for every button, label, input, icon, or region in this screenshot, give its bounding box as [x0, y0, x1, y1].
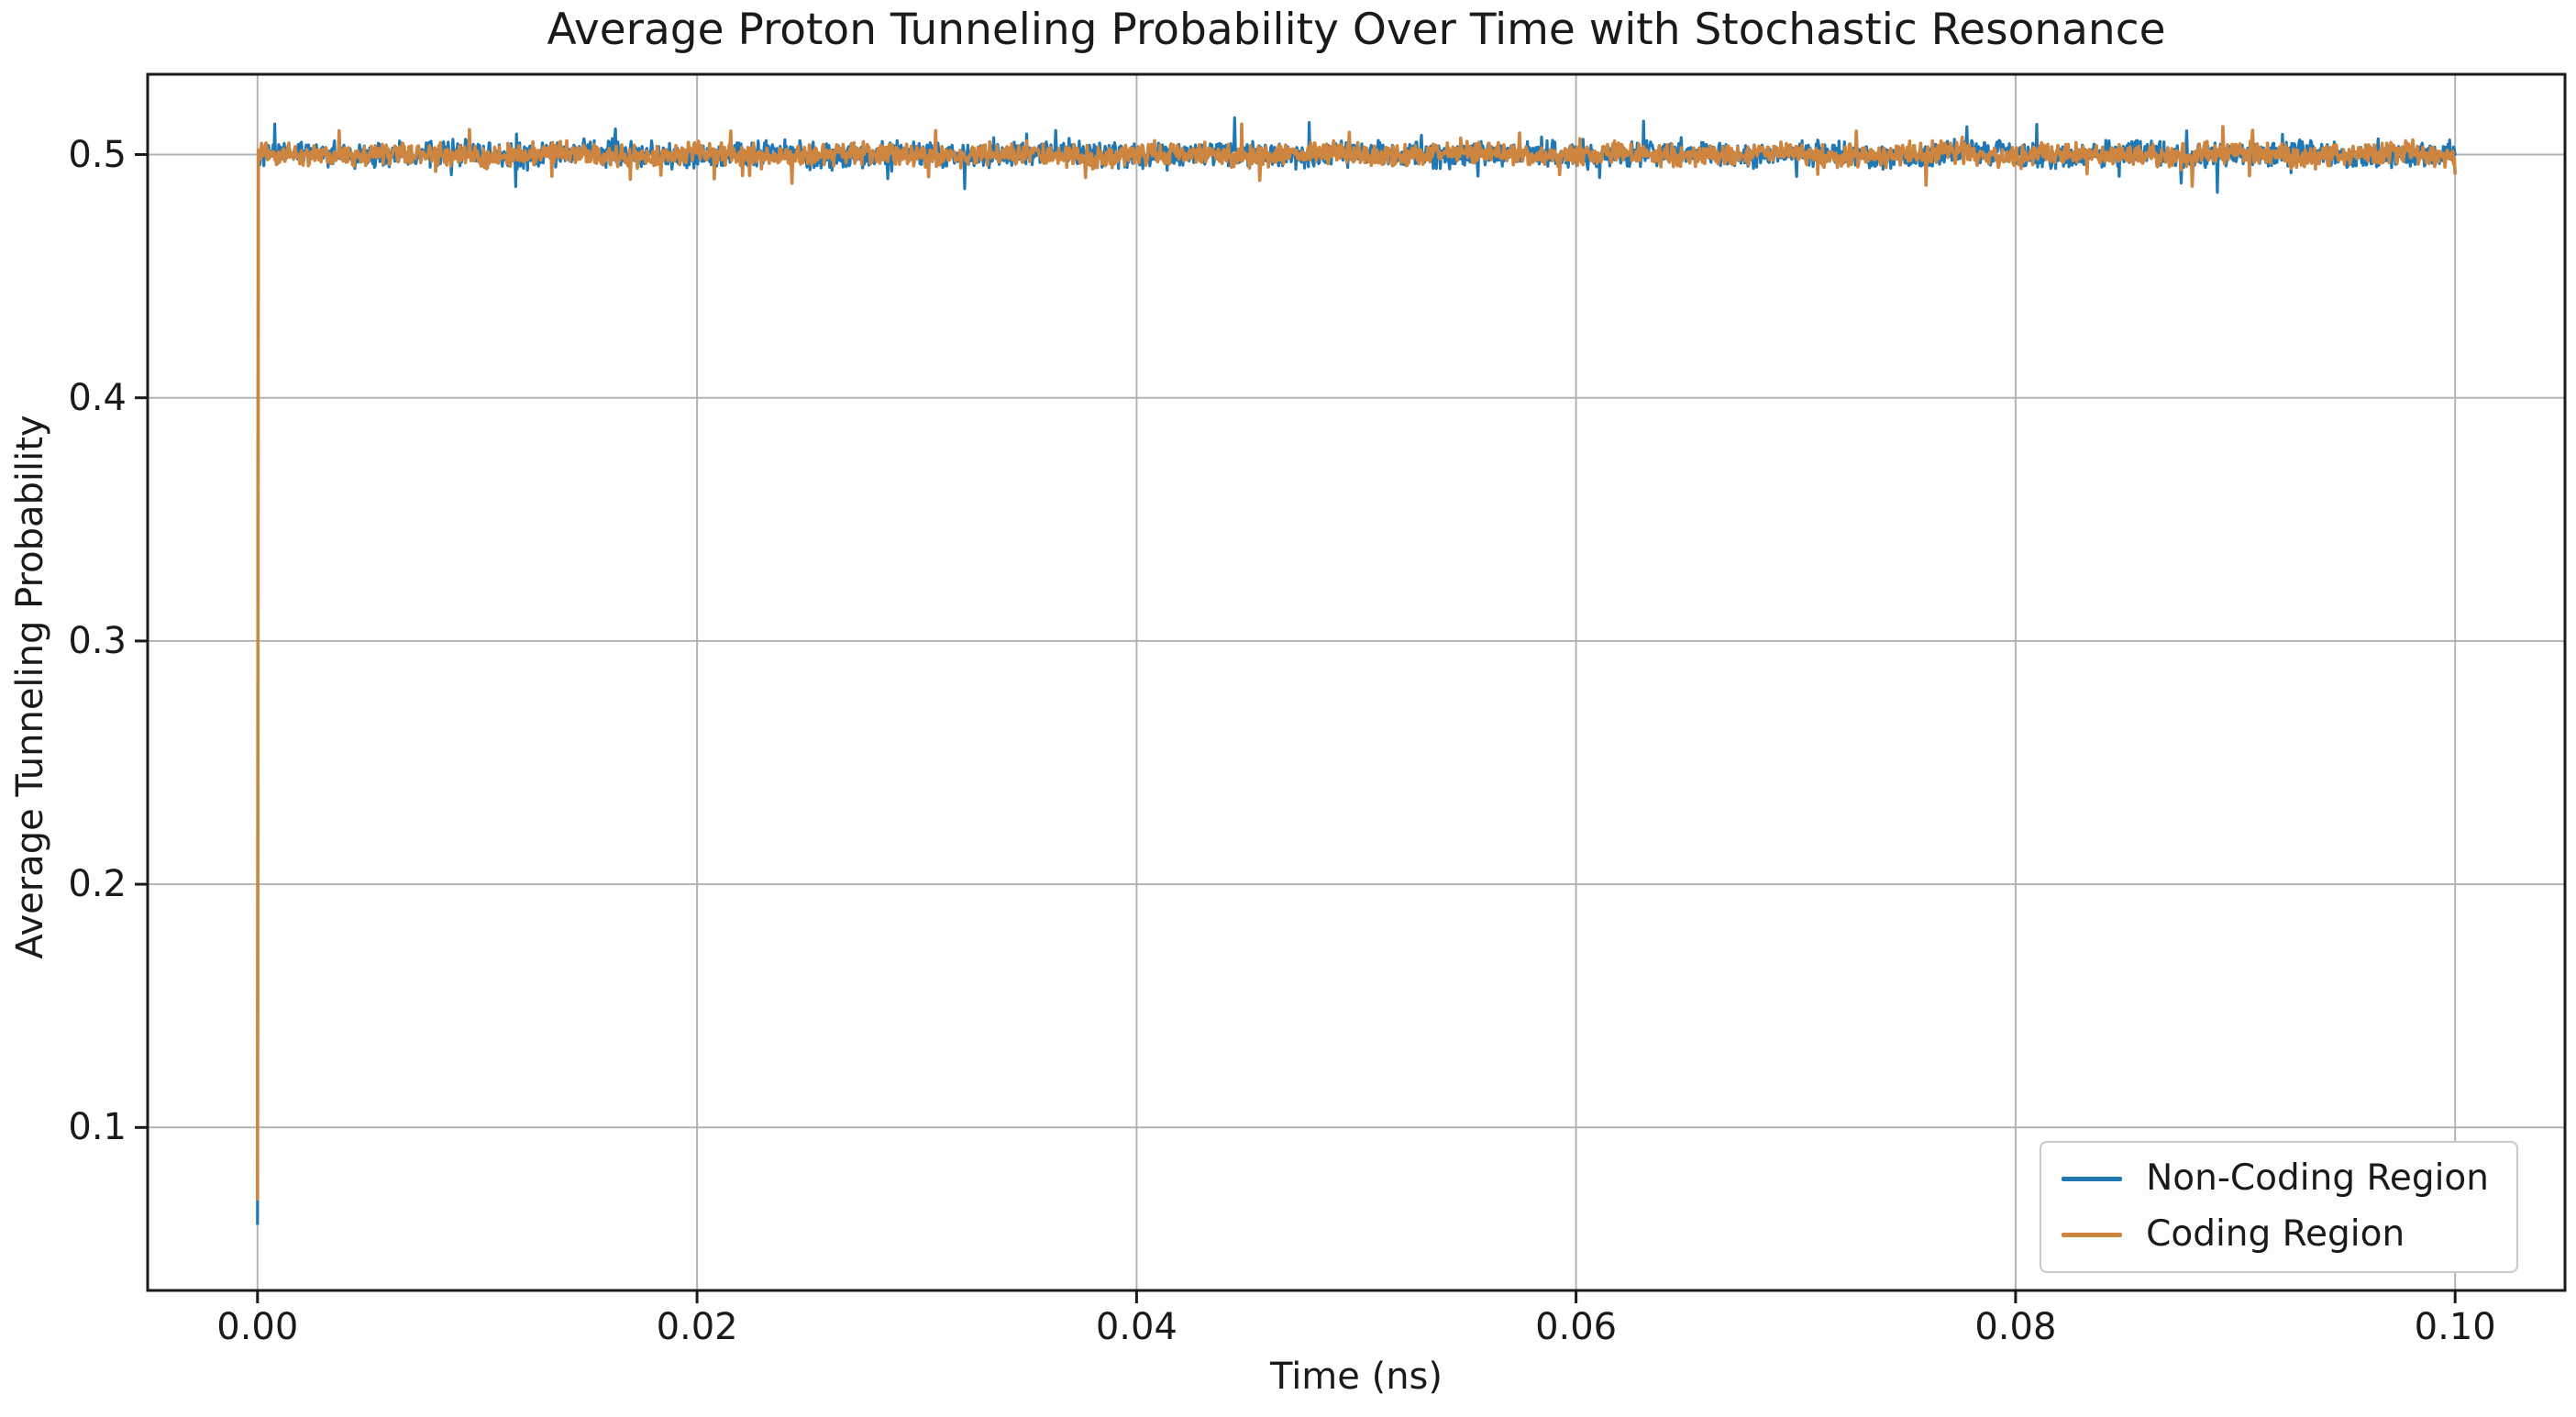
coding-region-line-swatch	[2062, 1233, 2123, 1238]
x-tick-label: 0.10	[2414, 1306, 2496, 1348]
y-tick-label: 0.4	[68, 376, 127, 419]
non-coding-region-line-swatch	[2062, 1177, 2123, 1182]
y-tick-label: 0.1	[68, 1106, 127, 1149]
x-tick-label: 0.08	[1974, 1306, 2057, 1348]
chart-title: Average Proton Tunneling Probability Ove…	[547, 5, 2166, 55]
series-line-coding-region	[256, 122, 2457, 1201]
series-line-non-coding-region	[256, 116, 2457, 1225]
y-tick-label: 0.2	[68, 863, 127, 906]
x-axis-label: Time (ns)	[1269, 1356, 1443, 1398]
x-tick-label: 0.06	[1535, 1306, 1618, 1348]
x-tick-label: 0.04	[1095, 1306, 1177, 1348]
legend-item-coding-region: Coding Region	[2062, 1213, 2489, 1256]
legend: Non-Coding Region Coding Region	[2040, 1141, 2518, 1273]
legend-item-non-coding-region: Non-Coding Region	[2062, 1157, 2489, 1200]
axes-frame	[146, 72, 2567, 1292]
legend-label-coding-region: Coding Region	[2146, 1213, 2405, 1256]
y-tick-label: 0.5	[68, 133, 127, 176]
x-tick-label: 0.00	[216, 1306, 299, 1348]
legend-label-non-coding-region: Non-Coding Region	[2146, 1157, 2489, 1200]
x-tick-label: 0.02	[656, 1306, 738, 1348]
y-tick-label: 0.3	[68, 619, 127, 662]
y-axis-label: Average Tunneling Probability	[9, 415, 51, 959]
